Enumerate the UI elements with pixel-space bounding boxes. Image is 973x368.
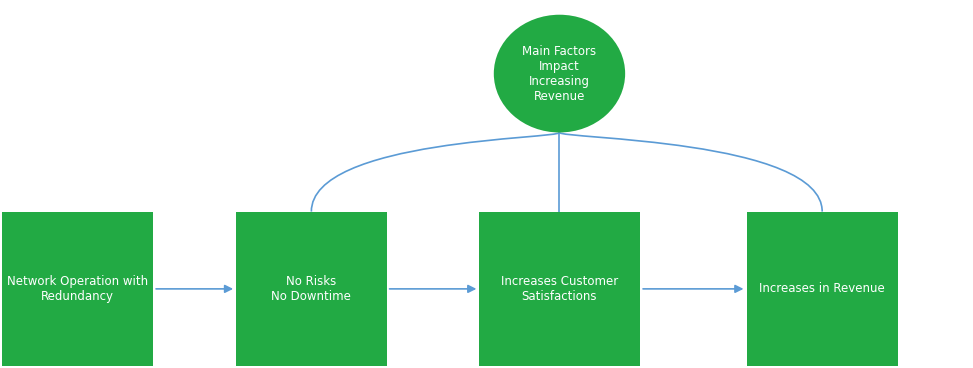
- Text: Network Operation with
Redundancy: Network Operation with Redundancy: [7, 275, 149, 303]
- Ellipse shape: [493, 15, 625, 132]
- Text: Main Factors
Impact
Increasing
Revenue: Main Factors Impact Increasing Revenue: [523, 45, 596, 103]
- Text: Increases in Revenue: Increases in Revenue: [759, 282, 885, 296]
- FancyBboxPatch shape: [3, 212, 154, 366]
- FancyBboxPatch shape: [747, 212, 897, 366]
- FancyBboxPatch shape: [479, 212, 640, 366]
- Text: Increases Customer
Satisfactions: Increases Customer Satisfactions: [501, 275, 618, 303]
- Text: No Risks
No Downtime: No Risks No Downtime: [271, 275, 351, 303]
- FancyBboxPatch shape: [235, 212, 387, 366]
